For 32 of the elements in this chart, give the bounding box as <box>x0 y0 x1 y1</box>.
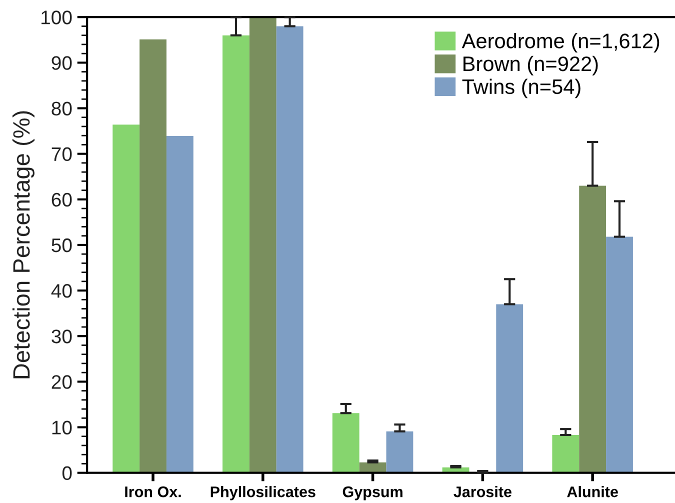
bar <box>222 35 250 473</box>
y-tick-label: 30 <box>52 330 72 344</box>
y-tick-label: 10 <box>52 420 72 434</box>
y-tick-label: 60 <box>52 192 72 207</box>
bar <box>276 26 304 473</box>
x-tick-label: Alunite <box>567 486 618 498</box>
bar <box>249 17 276 473</box>
y-tick-label: 50 <box>52 238 72 252</box>
bar <box>140 39 166 473</box>
bar <box>496 304 524 473</box>
bar <box>386 431 414 473</box>
x-tick-label: Jarosite <box>454 486 512 498</box>
legend-label: Aerodrome (n=1,612) <box>462 33 660 52</box>
bar <box>606 236 633 473</box>
x-tick-label: Gypsum <box>342 486 402 500</box>
bar <box>552 434 580 473</box>
bar <box>332 413 360 473</box>
legend-label: Brown (n=922) <box>464 56 598 76</box>
y-tick-label: 0 <box>62 466 72 480</box>
x-tick-label: Iron Ox. <box>125 486 181 498</box>
x-tick-label: Phyllosilicates <box>210 486 316 500</box>
y-axis-title: Detection Percentage (%) <box>12 111 34 378</box>
y-tick-label: 40 <box>51 284 72 298</box>
legend-label: Twins (n=54) <box>462 78 580 98</box>
bar <box>112 124 140 473</box>
y-tick-label: 20 <box>52 375 72 389</box>
y-tick-label: 100 <box>42 10 72 24</box>
y-tick-label: 70 <box>52 147 72 162</box>
bar <box>579 186 606 473</box>
y-tick-label: 80 <box>52 102 72 116</box>
y-tick-label: 90 <box>52 56 72 70</box>
bar <box>166 136 194 473</box>
